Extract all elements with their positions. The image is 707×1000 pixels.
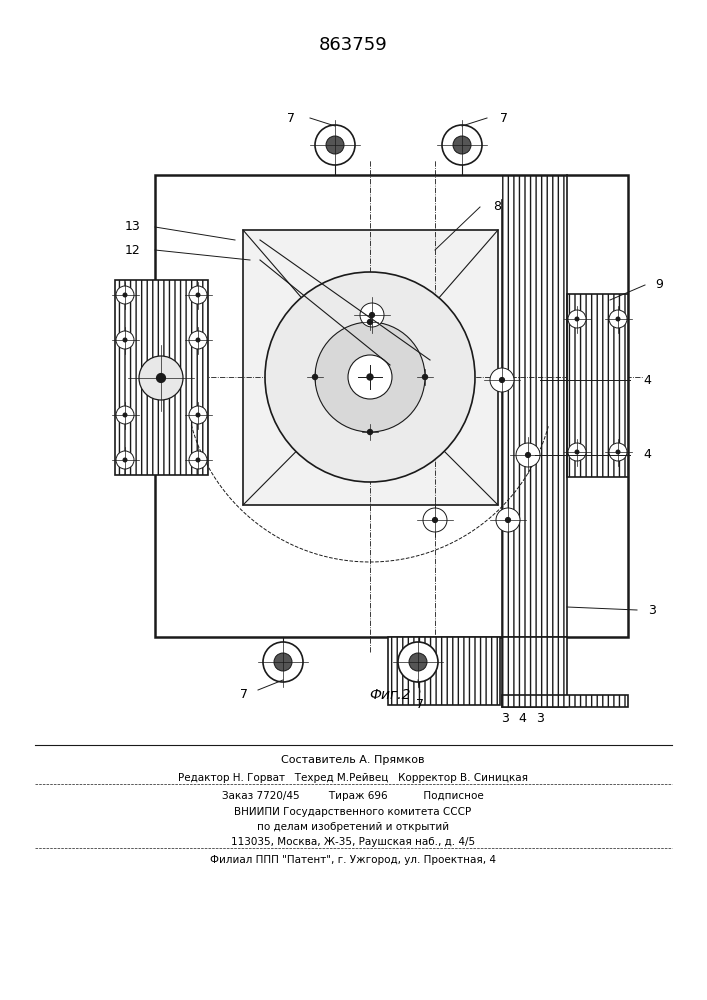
Circle shape bbox=[156, 374, 165, 382]
Circle shape bbox=[442, 125, 482, 165]
Circle shape bbox=[525, 453, 530, 457]
Circle shape bbox=[568, 310, 586, 328]
Text: по делам изобретений и открытий: по делам изобретений и открытий bbox=[257, 822, 449, 832]
Bar bbox=[502, 175, 567, 637]
Circle shape bbox=[368, 320, 373, 324]
Text: 4: 4 bbox=[643, 373, 651, 386]
Circle shape bbox=[568, 443, 586, 461]
Circle shape bbox=[348, 355, 392, 399]
Circle shape bbox=[609, 443, 627, 461]
Circle shape bbox=[575, 317, 579, 321]
Text: 113035, Москва, Ж-35, Раушская наб., д. 4/5: 113035, Москва, Ж-35, Раушская наб., д. … bbox=[231, 837, 475, 847]
Circle shape bbox=[367, 374, 373, 380]
Circle shape bbox=[116, 451, 134, 469]
Text: 863759: 863759 bbox=[319, 36, 387, 54]
Circle shape bbox=[496, 508, 520, 532]
Bar bbox=[502, 695, 628, 707]
Circle shape bbox=[617, 317, 620, 321]
Circle shape bbox=[370, 313, 375, 317]
Circle shape bbox=[197, 293, 200, 297]
Text: ВНИИПИ Государственного комитета СССР: ВНИИПИ Государственного комитета СССР bbox=[235, 807, 472, 817]
Circle shape bbox=[315, 125, 355, 165]
Text: Фиг.2: Фиг.2 bbox=[369, 688, 411, 702]
Text: 7: 7 bbox=[287, 111, 295, 124]
Circle shape bbox=[315, 322, 425, 432]
Bar bbox=[567, 294, 628, 477]
Bar bbox=[567, 294, 628, 477]
Circle shape bbox=[189, 331, 207, 349]
Circle shape bbox=[274, 653, 292, 671]
Text: 7: 7 bbox=[240, 688, 248, 702]
Text: 4: 4 bbox=[643, 448, 651, 462]
Circle shape bbox=[116, 286, 134, 304]
Text: 7: 7 bbox=[416, 698, 424, 712]
Text: 9: 9 bbox=[655, 278, 663, 292]
Bar bbox=[502, 637, 567, 707]
Bar bbox=[388, 637, 500, 705]
Circle shape bbox=[197, 413, 200, 417]
Text: 7: 7 bbox=[500, 111, 508, 124]
Text: 4: 4 bbox=[518, 712, 526, 724]
Circle shape bbox=[197, 458, 200, 462]
Circle shape bbox=[265, 272, 475, 482]
Circle shape bbox=[326, 136, 344, 154]
Circle shape bbox=[500, 378, 504, 382]
Circle shape bbox=[398, 642, 438, 682]
Circle shape bbox=[433, 518, 438, 522]
Circle shape bbox=[189, 286, 207, 304]
Text: Заказ 7720/45         Тираж 696           Подписное: Заказ 7720/45 Тираж 696 Подписное bbox=[222, 791, 484, 801]
Circle shape bbox=[123, 413, 127, 417]
Bar bbox=[243, 230, 498, 505]
Circle shape bbox=[189, 406, 207, 424]
Text: 12: 12 bbox=[124, 243, 140, 256]
Circle shape bbox=[453, 136, 471, 154]
Circle shape bbox=[360, 303, 384, 327]
Circle shape bbox=[423, 508, 447, 532]
Circle shape bbox=[123, 338, 127, 342]
Text: 3: 3 bbox=[536, 712, 544, 724]
Circle shape bbox=[575, 450, 579, 454]
Text: 13: 13 bbox=[124, 221, 140, 233]
Circle shape bbox=[368, 430, 373, 434]
Text: 3: 3 bbox=[648, 603, 656, 616]
Bar bbox=[155, 175, 628, 637]
Text: Редактор Н. Горват   Техред М.Рейвец   Корректор В. Синицкая: Редактор Н. Горват Техред М.Рейвец Корре… bbox=[178, 773, 528, 783]
Circle shape bbox=[116, 331, 134, 349]
Bar bbox=[502, 695, 628, 707]
Circle shape bbox=[617, 450, 620, 454]
Bar bbox=[115, 280, 208, 475]
Circle shape bbox=[312, 374, 317, 379]
Circle shape bbox=[423, 374, 428, 379]
Circle shape bbox=[506, 518, 510, 522]
Text: 8: 8 bbox=[493, 200, 501, 214]
Circle shape bbox=[516, 443, 540, 467]
Circle shape bbox=[123, 458, 127, 462]
Circle shape bbox=[116, 406, 134, 424]
Circle shape bbox=[409, 653, 427, 671]
Circle shape bbox=[609, 310, 627, 328]
Circle shape bbox=[490, 368, 514, 392]
Circle shape bbox=[123, 293, 127, 297]
Circle shape bbox=[197, 338, 200, 342]
Text: Составитель А. Прямков: Составитель А. Прямков bbox=[281, 755, 425, 765]
Text: Филиал ППП "Патент", г. Ужгород, ул. Проектная, 4: Филиал ППП "Патент", г. Ужгород, ул. Про… bbox=[210, 855, 496, 865]
Text: 3: 3 bbox=[501, 712, 509, 724]
Bar bbox=[115, 280, 208, 475]
Circle shape bbox=[189, 451, 207, 469]
Bar bbox=[388, 637, 500, 705]
Bar bbox=[502, 637, 567, 707]
Circle shape bbox=[263, 642, 303, 682]
Circle shape bbox=[139, 356, 183, 400]
